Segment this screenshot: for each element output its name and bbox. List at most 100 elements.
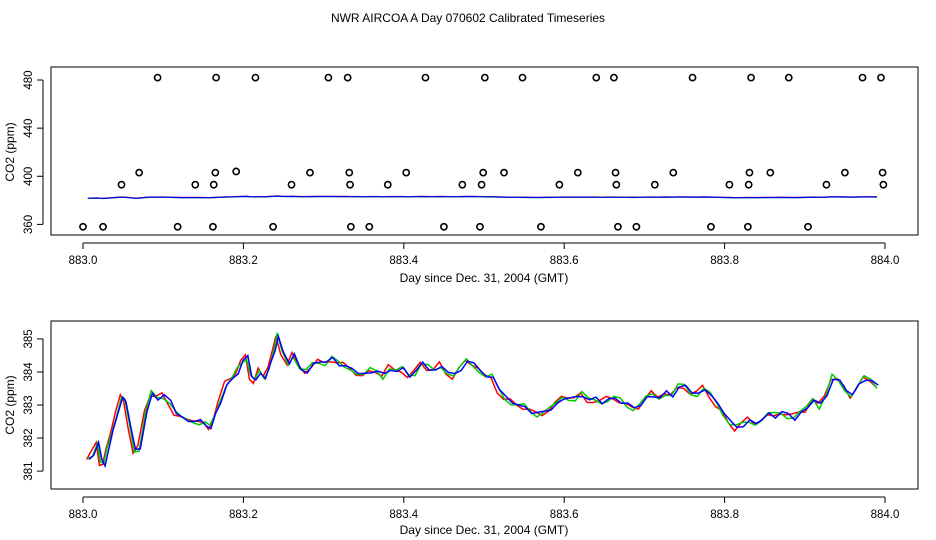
data-point — [287, 180, 296, 189]
bottom-y-tick-label: 385 — [23, 329, 35, 348]
series-line-green — [87, 332, 878, 464]
series-line-red — [85, 335, 877, 467]
series-line-blue — [88, 333, 879, 469]
top-y-tick-label: 400 — [23, 167, 35, 186]
data-point — [211, 168, 220, 177]
data-point — [346, 180, 354, 189]
data-point — [518, 73, 527, 82]
data-point — [209, 180, 218, 189]
data-point — [324, 73, 333, 82]
data-point — [555, 180, 564, 189]
top-series-lines — [87, 195, 878, 200]
bottom-y-tick-label: 384 — [23, 362, 35, 382]
data-point — [439, 222, 448, 231]
data-point — [610, 73, 618, 82]
data-point — [612, 180, 621, 189]
data-point — [804, 222, 812, 231]
data-point — [209, 222, 217, 231]
data-point — [766, 168, 775, 177]
data-point — [841, 168, 849, 177]
data-point — [877, 73, 885, 82]
bottom-y-tick-label: 381 — [23, 461, 35, 480]
data-point — [573, 168, 582, 177]
top-x-tick-label: 883.6 — [550, 255, 579, 267]
data-point — [480, 73, 489, 82]
data-point — [251, 73, 260, 82]
data-point — [346, 222, 355, 231]
data-point — [822, 180, 831, 189]
data-point — [153, 73, 162, 82]
data-point — [537, 222, 545, 231]
bottom-plot: 883.0 883.2 883.4 883.6 883.8 884.0 381 382 383… — [3, 320, 919, 537]
bottom-x-axis-label: Day since Dec. 31, 2004 (GMT) — [400, 523, 569, 537]
data-point — [79, 222, 87, 231]
data-point — [745, 168, 754, 177]
data-point — [500, 168, 508, 177]
data-point — [614, 222, 622, 231]
bottom-x-tick-label: 883.2 — [229, 509, 258, 521]
data-point — [476, 222, 484, 231]
bottom-x-tick-label: 884.0 — [871, 509, 900, 521]
figure-title: NWR AIRCOA A Day 070602 Calibrated Times… — [331, 11, 605, 25]
bottom-x-tick-label: 883.6 — [550, 509, 579, 521]
data-point — [117, 180, 126, 189]
series-line-blue — [87, 195, 878, 200]
data-point — [879, 180, 888, 189]
data-point — [99, 222, 107, 231]
top-x-tick-label: 883.2 — [229, 255, 258, 267]
data-point — [306, 168, 314, 177]
data-point — [343, 73, 352, 82]
bottom-x-axis: 883.0 883.2 883.4 883.6 883.8 884.0 — [69, 496, 900, 521]
data-point — [232, 167, 241, 176]
data-point — [744, 180, 753, 189]
top-x-tick-label: 883.4 — [389, 255, 418, 267]
top-plot: 883.0 883.2 883.4 883.6 883.8 884.0 360 400 440… — [3, 66, 919, 285]
top-data-points — [79, 73, 888, 231]
data-point — [477, 180, 486, 189]
data-point — [135, 168, 144, 177]
data-point — [650, 180, 659, 189]
data-point — [421, 73, 430, 82]
top-x-tick-label: 884.0 — [871, 255, 900, 267]
data-point — [632, 222, 641, 231]
top-x-tick-label: 883.8 — [710, 255, 739, 267]
data-point — [173, 222, 182, 231]
bottom-x-tick-label: 883.0 — [69, 509, 98, 521]
data-point — [383, 180, 392, 189]
top-x-tick-label: 883.0 — [69, 255, 98, 267]
data-point — [878, 168, 887, 177]
data-point — [725, 180, 734, 189]
top-x-axis: 883.0 883.2 883.4 883.6 883.8 884.0 — [69, 242, 900, 267]
data-point — [345, 168, 354, 177]
data-point — [269, 222, 277, 231]
data-point — [191, 180, 200, 189]
data-point — [402, 168, 411, 177]
top-y-axis: 360 400 440 480 — [23, 70, 44, 234]
top-y-tick-label: 440 — [23, 119, 35, 138]
bottom-y-axis: 381 382 383 384 385 — [23, 329, 44, 481]
top-plot-frame — [50, 66, 919, 236]
data-point — [669, 168, 678, 177]
data-point — [747, 73, 755, 82]
bottom-y-axis-label: CO2 (ppm) — [3, 375, 17, 434]
data-point — [784, 73, 793, 82]
top-y-tick-label: 360 — [23, 215, 35, 234]
data-point — [365, 222, 374, 231]
data-point — [688, 73, 697, 82]
top-x-axis-label: Day since Dec. 31, 2004 (GMT) — [400, 271, 569, 285]
data-point — [611, 168, 620, 177]
data-point — [479, 168, 488, 177]
bottom-y-tick-label: 383 — [23, 395, 35, 414]
data-point — [858, 73, 867, 82]
bottom-x-tick-label: 883.4 — [389, 509, 418, 521]
bottom-series-lines — [85, 332, 879, 469]
bottom-y-tick-label: 382 — [23, 428, 35, 447]
bottom-x-tick-label: 883.8 — [710, 509, 739, 521]
data-point — [592, 73, 601, 82]
bottom-plot-frame — [50, 320, 919, 490]
top-y-tick-label: 480 — [23, 70, 35, 89]
data-point — [212, 73, 221, 82]
data-point — [458, 180, 467, 189]
data-point — [707, 222, 715, 231]
